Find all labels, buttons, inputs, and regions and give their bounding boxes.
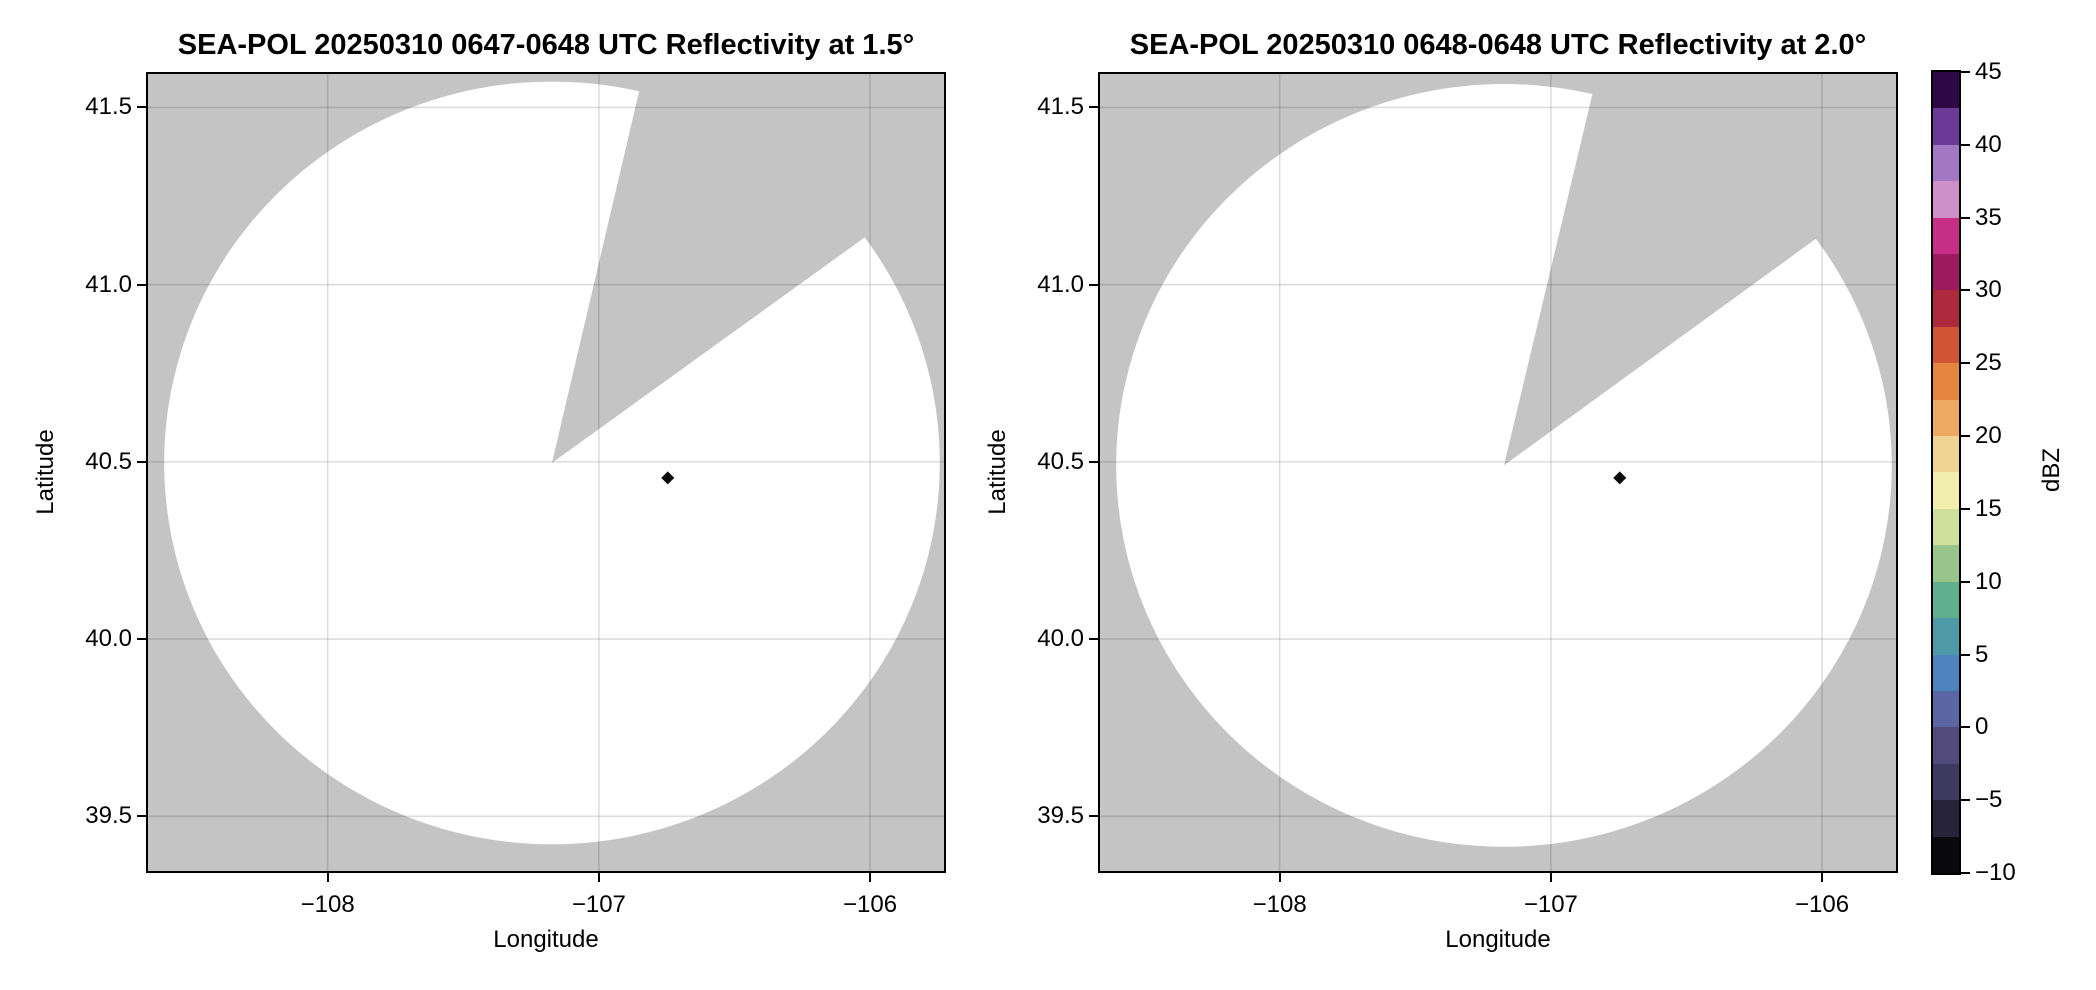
- colorbar-segment: [1933, 363, 1959, 400]
- x-tick-mark: [1821, 873, 1824, 882]
- y-tick-label: 39.5: [1037, 802, 1084, 830]
- colorbar-segment: [1933, 290, 1959, 327]
- colorbar-tick-mark: [1961, 71, 1970, 73]
- y-tick-label: 41.0: [1037, 270, 1084, 298]
- plot-border: [146, 72, 946, 873]
- colorbar-segment: [1933, 800, 1959, 837]
- y-tick-label: 40.5: [1037, 447, 1084, 475]
- colorbar-tick-mark: [1961, 726, 1970, 729]
- colorbar-segment: [1933, 836, 1959, 873]
- colorbar-tick-mark: [1961, 799, 1970, 802]
- x-tick-label: −106: [843, 891, 898, 918]
- colorbar-tick-mark: [1961, 507, 1970, 510]
- radar-echo-point: [661, 471, 675, 485]
- colorbar-tick-mark: [1961, 216, 1970, 219]
- colorbar-tick-label: 40: [1975, 130, 2002, 158]
- x-tick-mark: [597, 873, 600, 882]
- radar-ppi-plot-right: [1098, 72, 1898, 873]
- colorbar-tick-label: 5: [1975, 640, 1989, 668]
- x-tick-mark: [326, 873, 329, 882]
- y-tick-label: 41.5: [1037, 93, 1084, 121]
- colorbar-segment: [1933, 472, 1959, 509]
- colorbar-tick-label: 20: [1975, 422, 2002, 450]
- colorbar-tick-mark: [1961, 872, 1970, 874]
- x-tick-mark: [869, 873, 872, 882]
- x-tick-label: −107: [571, 891, 626, 918]
- panel-title-left: SEA-POL 20250310 0647-0648 UTC Reflectiv…: [177, 29, 915, 61]
- y-tick-mark: [137, 815, 146, 818]
- colorbar-tick-label: 35: [1975, 203, 2002, 231]
- colorbar-tick-label: 25: [1975, 349, 2002, 377]
- x-tick-mark: [1278, 873, 1281, 882]
- colorbar-segment: [1933, 399, 1959, 437]
- colorbar-tick-label: 30: [1975, 276, 2002, 304]
- colorbar-segment: [1933, 181, 1959, 218]
- y-tick-mark: [1089, 460, 1098, 463]
- colorbar-segment: [1933, 763, 1959, 801]
- y-tick-mark: [1089, 638, 1098, 641]
- y-tick-label: 40.0: [1037, 625, 1084, 653]
- colorbar-tick-mark: [1961, 362, 1970, 365]
- colorbar: [1931, 70, 1961, 875]
- y-tick-mark: [137, 638, 146, 641]
- colorbar-segment: [1933, 618, 1959, 655]
- y-tick-mark: [1089, 106, 1098, 109]
- x-tick-label: −108: [300, 891, 355, 918]
- y-tick-mark: [137, 460, 146, 463]
- colorbar-tick-label: 15: [1975, 494, 2002, 522]
- colorbar-tick-mark: [1961, 435, 1970, 438]
- x-tick-label: −107: [1523, 891, 1578, 918]
- radar-echo-point: [1613, 471, 1627, 485]
- colorbar-segment: [1933, 217, 1959, 255]
- panel-title-right: SEA-POL 20250310 0648-0648 UTC Reflectiv…: [1129, 29, 1867, 61]
- colorbar-segment: [1933, 108, 1959, 145]
- y-tick-label: 41.5: [85, 93, 132, 121]
- plot-border: [1098, 72, 1898, 873]
- colorbar-tick-label: −5: [1975, 786, 2003, 814]
- x-tick-label: −106: [1795, 891, 1850, 918]
- y-tick-label: 40.0: [85, 625, 132, 653]
- colorbar-segment: [1933, 508, 1959, 546]
- missing-sector-wedge: [1503, 72, 1898, 466]
- colorbar-tick-label: 10: [1975, 567, 2002, 595]
- x-axis-label-right: Longitude: [1445, 926, 1551, 953]
- y-tick-label: 40.5: [85, 447, 132, 475]
- colorbar-segment: [1933, 545, 1959, 582]
- colorbar-segment: [1933, 326, 1959, 364]
- colorbar-tick-label: 45: [1975, 58, 2002, 85]
- colorbar-tick-label: −10: [1975, 859, 2016, 886]
- x-axis-label-left: Longitude: [493, 926, 599, 953]
- colorbar-segment: [1933, 690, 1959, 728]
- colorbar-axis-label: dBZ: [2038, 448, 2065, 493]
- colorbar-segment: [1933, 144, 1959, 182]
- colorbar-segment: [1933, 654, 1959, 691]
- y-tick-label: 39.5: [85, 802, 132, 830]
- x-tick-label: −108: [1252, 891, 1307, 918]
- y-tick-mark: [137, 283, 146, 286]
- radar-ppi-plot-left: [146, 72, 946, 873]
- colorbar-tick-mark: [1961, 580, 1970, 583]
- colorbar-tick-mark: [1961, 143, 1970, 146]
- y-tick-label: 41.0: [85, 270, 132, 298]
- colorbar-tick-label: 0: [1975, 713, 1989, 741]
- missing-sector-wedge: [551, 72, 946, 463]
- y-tick-mark: [1089, 815, 1098, 818]
- colorbar-segment: [1933, 436, 1959, 473]
- x-tick-mark: [1549, 873, 1552, 882]
- colorbar-segment: [1933, 581, 1959, 619]
- colorbar-tick-mark: [1961, 653, 1970, 656]
- colorbar-segment: [1933, 727, 1959, 764]
- colorbar-tick-mark: [1961, 289, 1970, 292]
- colorbar-segment: [1933, 72, 1959, 109]
- y-tick-mark: [137, 106, 146, 109]
- y-tick-mark: [1089, 283, 1098, 286]
- colorbar-segment: [1933, 254, 1959, 291]
